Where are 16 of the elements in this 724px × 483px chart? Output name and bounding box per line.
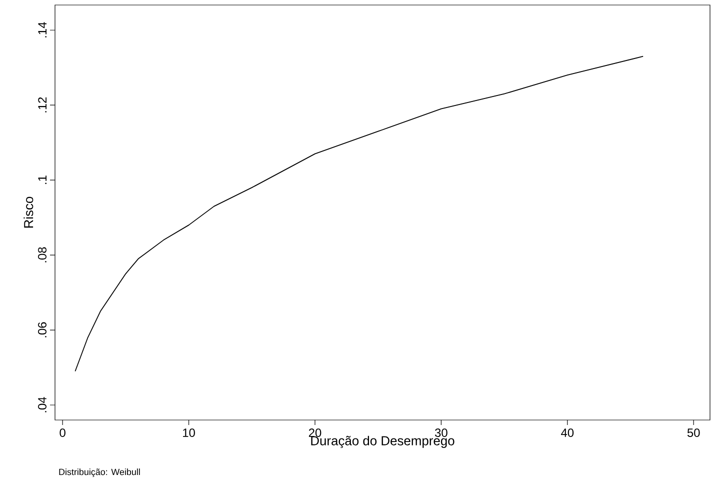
- y-tick-label: .1: [38, 176, 46, 184]
- y-tick-label: .06: [38, 322, 46, 338]
- y-tick-label: .08: [38, 247, 46, 262]
- x-tick-label: 50: [687, 428, 700, 437]
- y-tick-label: .12: [38, 97, 46, 112]
- x-tick-label: 0: [60, 428, 66, 437]
- y-tick-label: .04: [38, 397, 46, 412]
- x-tick-label: 10: [183, 428, 195, 437]
- line-series: [74, 56, 644, 372]
- y-axis-title: Risco: [24, 196, 34, 228]
- y-tick-label: .14: [38, 22, 46, 38]
- x-tick-label: 20: [308, 428, 322, 437]
- x-tick-label: 40: [561, 428, 574, 437]
- text: Distribuição: Weibull: [59, 468, 140, 477]
- x-axis-title: Duração do Desemprego: [311, 436, 454, 448]
- x-tick-label: 30: [434, 428, 448, 437]
